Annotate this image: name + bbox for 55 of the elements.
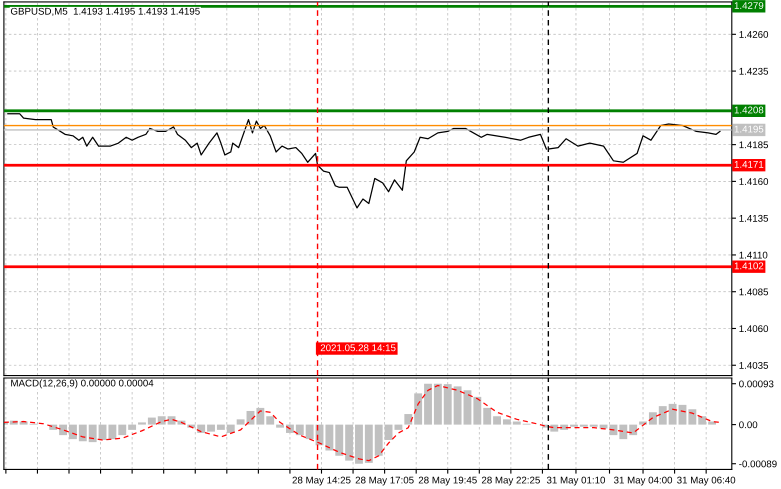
bar: [678, 404, 686, 425]
bar: [619, 424, 628, 440]
y-tick-label: 0.00: [739, 421, 758, 428]
bar: [246, 410, 254, 425]
bar: [236, 419, 245, 425]
bar: [148, 418, 156, 425]
bar: [118, 424, 126, 436]
x-tick-label: 28 May 14:25: [292, 476, 351, 486]
y-tick-label: 1.4260: [739, 31, 768, 38]
bar: [335, 424, 344, 456]
bar: [454, 386, 462, 425]
bar: [296, 424, 304, 436]
x-tick-label: 28 May 22:25: [482, 476, 540, 486]
ref-line-label: 1.4195: [734, 126, 764, 133]
ref-line-label: 1.4208: [734, 106, 764, 114]
y-tick-label: 1.4035: [739, 362, 768, 369]
bar: [168, 416, 176, 425]
bar: [138, 422, 146, 425]
y-tick-label: 0.00093: [739, 380, 774, 388]
bar: [207, 424, 215, 432]
x-tick-label: 28 May 17:05: [356, 476, 414, 486]
bar: [325, 424, 334, 451]
bar: [404, 414, 412, 425]
bar: [424, 384, 432, 425]
y-tick-label: 1.4085: [739, 288, 768, 296]
ref-line-label: 2021.05.28 14:15: [320, 344, 396, 352]
x-tick-label: 31 May 01:10: [546, 476, 606, 486]
bar: [394, 424, 402, 430]
y-tick-label: 1.4235: [739, 68, 768, 75]
bar: [364, 424, 373, 463]
bar: [688, 409, 696, 425]
y-tick-label: -0.00089: [739, 460, 777, 468]
ref-line-label: 1.4279: [734, 2, 764, 9]
y-tick-label: 1.4185: [739, 141, 768, 148]
bar: [493, 416, 501, 425]
x-tick-label: 31 May 04:00: [614, 476, 672, 486]
bar: [306, 424, 314, 440]
bar: [276, 424, 284, 428]
x-tick-label: 31 May 06:40: [677, 476, 736, 486]
bar: [648, 412, 657, 425]
text: GBPUSD,M5 1.4193 1.4195 1.4193 1.4195: [10, 8, 200, 16]
ref-line-label: 1.4102: [734, 262, 764, 270]
bar: [464, 390, 472, 425]
y-tick-label: 1.4110: [739, 252, 768, 259]
y-tick-label: 1.4060: [739, 325, 768, 332]
x-tick-label: 28 May 19:45: [418, 476, 477, 486]
y-tick-label: 1.4160: [739, 178, 768, 186]
bar: [266, 416, 274, 425]
bar: [629, 424, 638, 436]
y-tick-label: 1.4135: [739, 214, 768, 222]
bar: [658, 406, 667, 425]
chart-title: MACD(12,26,9) 0.00000 0.00004: [11, 379, 154, 388]
ref-line-label: 1.4171: [734, 161, 764, 168]
bar: [434, 384, 442, 425]
bar: [108, 424, 116, 440]
